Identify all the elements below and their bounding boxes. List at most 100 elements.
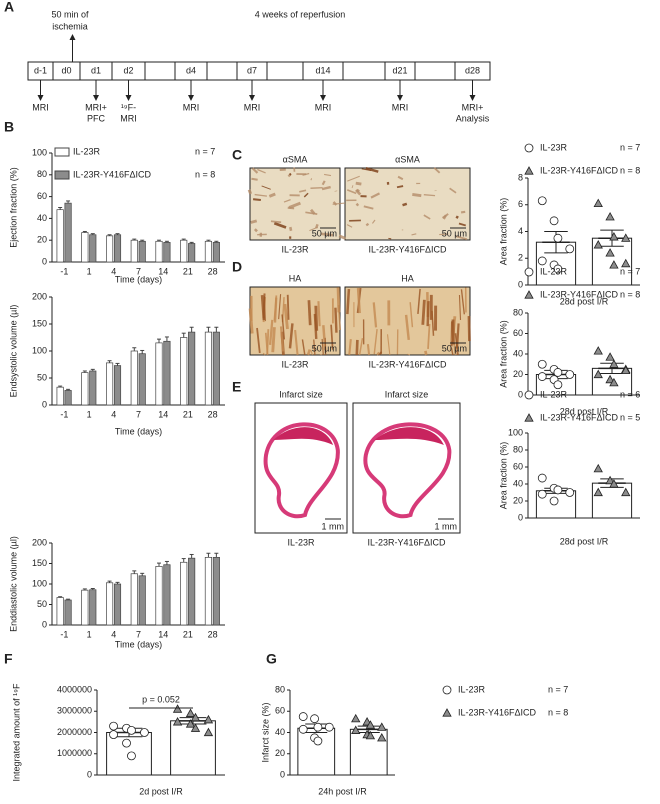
legend-marker	[442, 685, 452, 695]
bar	[180, 337, 188, 406]
event-label: MRI	[392, 102, 409, 112]
legend-n: n = 8	[195, 169, 215, 179]
bar	[155, 240, 163, 263]
tissue-fiber	[355, 202, 360, 207]
tissue-fiber	[313, 339, 316, 356]
tissue-fiber	[356, 188, 360, 193]
legend-marker	[442, 708, 452, 717]
y-tick-label: 200	[32, 537, 47, 547]
x-tick-label: 7	[136, 629, 141, 639]
x-tick-label: 21	[183, 409, 193, 419]
bar	[204, 240, 212, 263]
legend-n: n = 8	[548, 707, 568, 717]
y-tick-label: 60	[513, 328, 523, 338]
tissue-fiber	[332, 202, 346, 205]
data-point	[298, 724, 308, 734]
tissue-fiber	[307, 300, 312, 326]
legend-label: IL-23R	[540, 389, 568, 399]
event-label: MRI	[120, 113, 137, 123]
y-tick-label: 80	[37, 169, 47, 179]
x-tick-label: -1	[60, 409, 68, 419]
tissue-fiber	[424, 350, 428, 356]
x-tick-label: 21	[183, 629, 193, 639]
data-point	[310, 714, 319, 724]
data-point	[313, 722, 323, 732]
tissue-fiber	[439, 233, 449, 236]
error-bar	[206, 326, 211, 333]
tissue-wall	[374, 427, 444, 445]
data-point	[605, 248, 615, 257]
x-tick-label: -1	[60, 629, 68, 639]
tissue-fiber	[286, 294, 290, 320]
error-bar	[107, 360, 112, 363]
error-bar	[181, 238, 186, 241]
tissue-fiber	[355, 181, 362, 186]
tissue-fiber	[303, 192, 309, 198]
bar	[106, 362, 114, 406]
micrograph: 50 µm	[247, 167, 341, 241]
y-tick-label: 40	[37, 213, 47, 223]
data-point	[609, 232, 619, 241]
error-bar	[181, 558, 186, 563]
tissue-fiber	[412, 193, 422, 198]
y-tick-label: 100	[32, 147, 47, 157]
tissue-fiber	[281, 314, 286, 340]
y-tick-label: 40	[275, 727, 285, 737]
tissue-fiber	[366, 343, 371, 356]
error-bar	[90, 588, 95, 590]
y-tick-label: 0	[42, 399, 47, 409]
ischemia-label: 50 min of	[51, 9, 89, 19]
data-point	[593, 240, 603, 249]
tissue-fiber	[363, 205, 374, 210]
tissue-fiber	[455, 235, 468, 241]
tissue-fiber	[254, 193, 268, 197]
tissue-fiber	[348, 339, 352, 356]
tissue-fiber	[365, 222, 370, 227]
legend-label: IL-23R-Y416FΔICD	[540, 412, 619, 422]
arrow-head	[469, 95, 476, 101]
micrograph: 50 µm	[248, 286, 342, 356]
event-label: MRI	[244, 102, 261, 112]
tissue-fiber	[423, 194, 436, 197]
error-bar	[164, 560, 169, 565]
panel-label: C	[232, 147, 242, 163]
tissue-fiber	[449, 187, 457, 194]
error-bar	[157, 239, 162, 242]
x-axis-label: 28d post I/R	[560, 296, 609, 306]
legend-n: n = 7	[620, 142, 640, 152]
tissue-fiber	[421, 299, 426, 325]
tissue-fiber	[279, 326, 285, 352]
tissue-fiber	[294, 329, 299, 356]
y-tick-label: 0	[42, 619, 47, 629]
data-point	[109, 721, 118, 731]
y-tick-label: 20	[513, 369, 523, 379]
data-point	[621, 233, 631, 242]
bar	[138, 353, 146, 406]
event-label: MRI+	[462, 102, 484, 112]
tissue-fiber	[455, 323, 460, 349]
micrograph: 1 mm	[352, 402, 461, 534]
event-label: MRI	[183, 102, 200, 112]
error-bar	[58, 596, 63, 598]
y-tick-label: 3000000	[57, 706, 92, 716]
micrograph: 50 µm	[332, 167, 471, 241]
tissue-fiber	[453, 342, 457, 356]
tissue-fiber	[373, 329, 378, 355]
data-point	[593, 198, 603, 208]
error-bar	[189, 553, 194, 559]
data-point	[140, 728, 149, 737]
x-tick-label: 7	[136, 266, 141, 276]
scale-bar-label: 50 µm	[312, 228, 337, 238]
legend-marker	[524, 166, 534, 175]
tissue-fiber	[396, 185, 404, 189]
error-bar	[90, 368, 95, 371]
tissue-fiber	[278, 294, 282, 320]
error-bar	[66, 200, 71, 204]
error-bar	[66, 598, 71, 600]
arrow-head	[125, 95, 132, 101]
timeline-day: d1	[91, 65, 101, 75]
tissue-fiber	[346, 189, 357, 195]
x-axis-label: Time (days)	[115, 639, 162, 649]
data-point	[365, 720, 376, 729]
